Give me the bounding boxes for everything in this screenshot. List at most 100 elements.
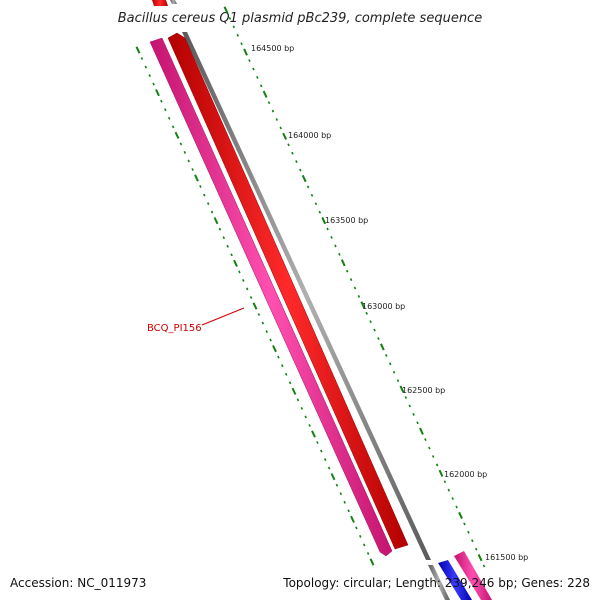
scale-label-163500: 163500 bp <box>325 216 368 225</box>
outer-scale-tick <box>385 353 388 357</box>
outer-scale-tick <box>447 488 451 492</box>
outer-scale-tick <box>412 412 415 416</box>
outer-scale-tick <box>392 370 396 374</box>
inner-scale-tick <box>194 174 199 182</box>
outer-scale-tick <box>365 311 368 315</box>
inner-scale-tick <box>230 253 233 257</box>
outer-scale-tick <box>310 193 314 197</box>
outer-scale-tick <box>419 427 424 435</box>
gene-arrow-top-red[interactable] <box>152 0 168 6</box>
scale-label-164000: 164000 bp <box>288 131 331 140</box>
inner-scale-tick <box>369 558 375 566</box>
inner-scale-tick <box>238 270 241 274</box>
accession-text: Accession: NC_011973 <box>10 576 147 590</box>
inner-scale-tick <box>362 543 366 547</box>
inner-scale-tick <box>222 236 226 240</box>
inner-scale-tick <box>330 473 336 481</box>
outer-scale-tick <box>267 101 271 105</box>
outer-scale-tick <box>482 564 486 568</box>
inner-scale-tick <box>355 526 358 530</box>
outer-scale-tick <box>301 174 307 183</box>
inner-scale-tick <box>252 302 258 310</box>
outer-scale-tick <box>291 151 294 155</box>
inner-scale-tick <box>296 398 300 402</box>
outer-scale-tick <box>388 362 392 366</box>
gene-arrow-bottom-pink[interactable] <box>454 551 492 600</box>
outer-scale-tick <box>428 446 431 450</box>
outer-scale-tick <box>262 90 268 98</box>
outer-scale-tick <box>477 553 483 562</box>
scale-label-164500: 164500 bp <box>251 44 294 53</box>
inner-scale-tick <box>269 338 272 342</box>
outer-scale-tick <box>435 463 439 467</box>
scale-labels: 164500 bp 164000 bp 163500 bp 163000 bp … <box>251 44 528 562</box>
inner-scale-tick <box>210 210 214 214</box>
scale-label-162000: 162000 bp <box>444 470 487 479</box>
outer-scale-tick <box>295 160 298 164</box>
outer-scale-tick <box>256 75 259 79</box>
outer-scale-tick <box>338 252 341 256</box>
inner-scale-tick <box>233 259 238 267</box>
inner-scale-tick <box>284 372 288 376</box>
outer-scale-tick <box>321 216 327 225</box>
scale-label-162500: 162500 bp <box>402 386 445 395</box>
outer-scale-tick <box>474 547 478 551</box>
outer-scale-tick <box>236 33 239 37</box>
outer-scale-tick <box>223 6 229 14</box>
inner-scale-tick <box>366 552 370 555</box>
inner-scale-tick <box>213 217 219 225</box>
gene-label-leader <box>201 307 245 326</box>
outer-scale-tick <box>451 497 454 501</box>
outer-scale-tick <box>408 404 411 408</box>
scale-label-163000: 163000 bp <box>362 302 405 311</box>
inner-scale-tick <box>183 150 187 154</box>
map-title: Bacillus cereus Q1 plasmid pBc239, compl… <box>118 11 482 26</box>
outer-scale-tick <box>369 320 372 324</box>
outer-scale-tick <box>416 421 419 425</box>
inner-scale-tick <box>199 185 202 188</box>
gene-label-bcq-pi156[interactable]: BCQ_PI156 <box>147 323 202 334</box>
outer-scale-tick <box>357 294 361 298</box>
outer-scale-tick <box>404 396 408 399</box>
gene-arrow-bcq-pi156[interactable] <box>149 37 393 557</box>
topology-stats-text: Topology: circular; Length: 239,246 bp; … <box>283 576 590 590</box>
inner-scale-tick <box>347 509 350 513</box>
inner-scale-tick <box>335 483 339 487</box>
inner-scale-tick <box>359 534 362 538</box>
inner-scale-tick <box>339 492 343 496</box>
scale-label-161500: 161500 bp <box>485 553 528 562</box>
outer-scale-tick <box>318 210 322 214</box>
backbone-stub-top <box>170 0 177 4</box>
outer-scale-tick <box>279 126 282 130</box>
inner-scale-tick <box>206 202 210 206</box>
inner-scale-tick <box>291 387 297 395</box>
outer-scale-tick <box>379 343 385 351</box>
outer-scale-tick <box>314 202 318 206</box>
inner-scale-tick <box>281 364 284 368</box>
inner-scale-tick <box>140 57 144 60</box>
inner-scale-tick <box>148 74 151 78</box>
gene-arrow-reverse[interactable] <box>167 32 409 550</box>
inner-scale-ticks <box>135 46 375 566</box>
inner-scale-tick <box>187 159 190 163</box>
inner-scale-tick <box>144 65 148 69</box>
outer-scale-tick <box>396 379 400 383</box>
outer-scale-tick <box>399 385 405 393</box>
outer-scale-tick <box>240 42 243 46</box>
outer-scale-tick <box>353 286 357 290</box>
inner-scale-tick <box>242 278 245 282</box>
outer-scale-tick <box>334 244 337 248</box>
inner-scale-tick <box>164 108 167 112</box>
inner-scale-tick <box>226 244 229 248</box>
outer-scale-tick <box>299 168 302 172</box>
outer-scale-tick <box>282 132 288 140</box>
inner-scale-tick <box>261 321 265 325</box>
outer-scale-tick <box>438 469 444 477</box>
outer-scale-tick <box>232 25 236 29</box>
gene-arrow-bottom-blue[interactable] <box>438 560 472 600</box>
inner-scale-tick <box>203 193 206 197</box>
inner-scale-tick <box>343 500 346 504</box>
inner-scale-tick <box>135 46 141 54</box>
inner-scale-tick <box>171 125 175 129</box>
